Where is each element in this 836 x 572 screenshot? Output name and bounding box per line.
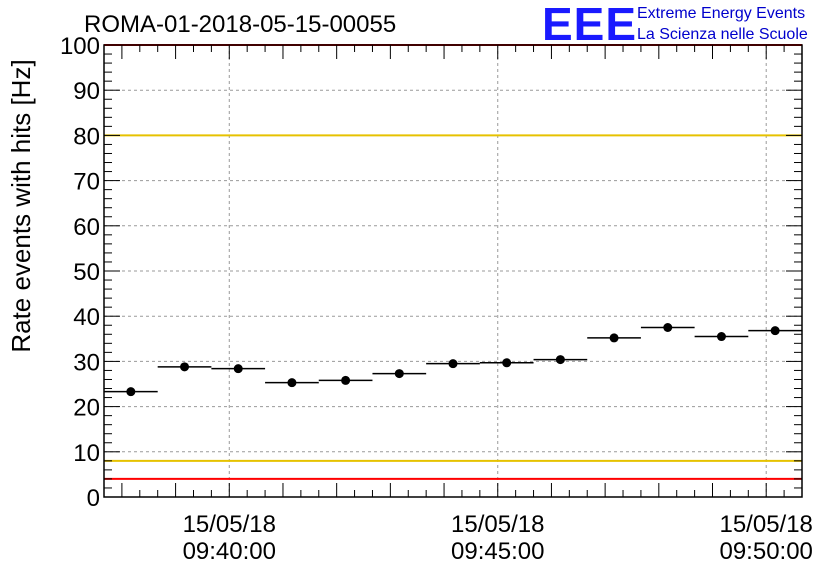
y-tick-label: 20 (73, 395, 100, 422)
y-tick-label: 70 (73, 169, 100, 196)
x-tick-date: 15/05/18 (183, 511, 276, 538)
data-marker (609, 333, 619, 343)
data-point (479, 358, 534, 368)
data-marker (341, 375, 351, 385)
data-point (265, 378, 319, 388)
y-tick-label: 90 (73, 78, 100, 105)
y-tick-label: 60 (73, 214, 100, 241)
data-marker (394, 369, 404, 379)
data-point (372, 369, 427, 379)
x-tick-time: 09:45:00 (451, 538, 544, 565)
data-marker (555, 355, 565, 365)
data-point (748, 326, 802, 336)
logo-mark: EEE (542, 0, 637, 50)
x-tick-time: 09:50:00 (719, 538, 812, 565)
data-marker (126, 387, 136, 397)
y-tick-label: 80 (73, 123, 100, 150)
y-tick-label: 30 (73, 349, 100, 376)
x-tick-labels: 15/05/1809:40:0015/05/1809:45:0015/05/18… (183, 511, 813, 565)
y-tick-labels: 0 10 20 30 40 50 60 70 80 90 100 (60, 33, 100, 512)
data-point (104, 387, 158, 397)
data-marker (287, 378, 297, 388)
data-point (211, 364, 266, 374)
data-point (157, 362, 212, 372)
y-tick-label: 100 (60, 33, 100, 60)
data-marker (233, 364, 243, 374)
x-tick-date: 15/05/18 (719, 511, 812, 538)
y-tick-label: 10 (73, 440, 100, 467)
data-points (104, 323, 802, 397)
y-tick-label: 50 (73, 259, 100, 286)
logo-line2: La Scienza nelle Scuole (637, 26, 808, 43)
data-marker (448, 359, 458, 369)
y-tick-label: 0 (87, 485, 100, 512)
grid-lines (104, 45, 802, 497)
data-marker (716, 332, 726, 342)
data-point (587, 333, 641, 343)
eee-logo: EEE Extreme Energy Events La Scienza nel… (542, 0, 808, 50)
logo-line1: Extreme Energy Events (637, 5, 805, 22)
data-marker (770, 326, 780, 336)
run-title: ROMA-01-2018-05-15-00055 (84, 11, 396, 38)
data-point (426, 359, 480, 369)
data-marker (180, 362, 190, 372)
x-tick-date: 15/05/18 (451, 511, 544, 538)
x-tick-time: 09:40:00 (183, 538, 276, 565)
data-marker (502, 358, 512, 368)
threshold-lines (104, 44, 802, 480)
plot-frame (103, 44, 803, 498)
y-axis-title: Rate events with hits [Hz] (6, 59, 36, 352)
y-tick-label: 40 (73, 304, 100, 331)
data-point (694, 332, 749, 342)
axis-ticks (103, 44, 803, 498)
data-point (318, 375, 373, 385)
data-point (640, 323, 695, 332)
data-point (533, 355, 588, 365)
data-marker (663, 323, 673, 332)
